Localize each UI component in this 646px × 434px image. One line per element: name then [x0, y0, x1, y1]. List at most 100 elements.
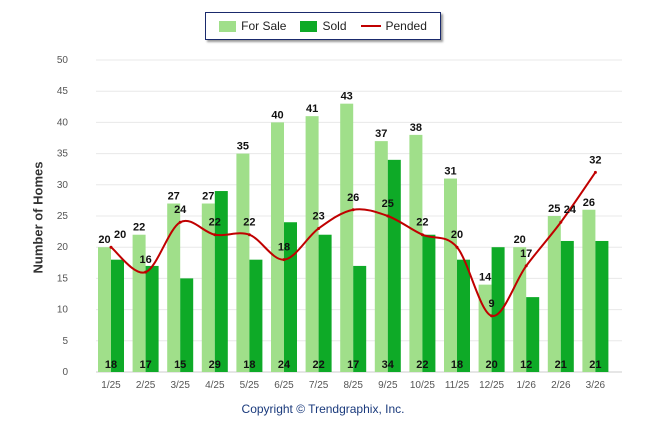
bar-sold [145, 265, 159, 372]
bar-sold [180, 278, 194, 372]
bar-for-sale [478, 284, 492, 372]
y-tick-label: 15 [57, 273, 69, 284]
y-tick-label: 35 [57, 149, 69, 160]
x-tick-label: 5/25 [240, 380, 260, 391]
data-label-pended: 17 [520, 248, 532, 260]
pended-point [213, 233, 217, 237]
pended-point [490, 314, 494, 318]
legend: For Sale Sold Pended [205, 12, 441, 40]
data-label-sold: 18 [105, 359, 117, 371]
y-axis-label: Number of Homes [30, 161, 46, 274]
legend-item-sold[interactable]: Sold [300, 19, 347, 33]
data-label-pended: 25 [382, 198, 394, 210]
bar-for-sale [201, 203, 215, 372]
data-label-sold: 24 [278, 359, 291, 371]
data-label-for-sale: 20 [514, 234, 526, 246]
pended-point [247, 233, 251, 237]
x-tick-label: 12/25 [479, 380, 504, 391]
data-label-pended: 22 [209, 217, 221, 229]
bar-for-sale [547, 216, 561, 372]
pended-point [524, 264, 528, 268]
y-tick-label: 50 [57, 55, 69, 66]
legend-item-for-sale[interactable]: For Sale [219, 19, 286, 33]
data-label-for-sale: 22 [133, 222, 145, 234]
data-label-for-sale: 14 [479, 272, 492, 284]
data-label-for-sale: 27 [168, 191, 180, 203]
bar-for-sale [236, 153, 250, 372]
data-label-sold: 12 [520, 359, 532, 371]
y-tick-label: 5 [62, 336, 68, 347]
data-label-sold: 18 [243, 359, 255, 371]
bar-for-sale [374, 141, 388, 372]
y-tick-label: 45 [57, 86, 69, 97]
data-label-pended: 22 [416, 217, 428, 229]
data-label-sold: 15 [174, 359, 186, 371]
data-label-pended: 23 [312, 210, 324, 222]
pended-point [178, 220, 182, 224]
pended-point [455, 245, 459, 249]
x-tick-label: 3/25 [170, 380, 190, 391]
x-tick-label: 4/25 [205, 380, 225, 391]
data-label-sold: 17 [347, 359, 359, 371]
pended-point [144, 270, 148, 274]
data-label-for-sale: 20 [98, 234, 110, 246]
data-label-pended: 9 [489, 298, 495, 310]
y-tick-label: 40 [57, 117, 69, 128]
bar-for-sale [444, 178, 457, 372]
bar-for-sale [340, 103, 354, 373]
bar-for-sale [271, 122, 284, 373]
bar-for-sale [132, 234, 146, 372]
pended-swatch [360, 25, 381, 27]
pended-point [420, 233, 424, 237]
bar-for-sale [513, 247, 527, 372]
bar-sold [214, 191, 228, 372]
x-tick-label: 10/25 [410, 380, 435, 391]
legend-item-pended[interactable]: Pended [360, 19, 427, 33]
data-label-for-sale: 35 [237, 141, 249, 153]
data-label-for-sale: 40 [271, 109, 283, 121]
x-tick-label: 1/26 [516, 380, 536, 391]
pended-point [386, 214, 390, 218]
y-tick-label: 10 [57, 305, 69, 316]
data-label-sold: 22 [416, 359, 428, 371]
data-label-sold: 21 [589, 359, 601, 371]
bar-sold [457, 259, 470, 372]
bar-sold [526, 297, 540, 372]
data-label-sold: 20 [485, 359, 497, 371]
data-label-pended: 26 [347, 192, 359, 204]
sold-swatch [300, 20, 318, 32]
data-label-pended: 32 [589, 154, 601, 166]
data-label-pended: 16 [139, 254, 151, 266]
legend-label: For Sale [241, 19, 287, 33]
x-tick-label: 7/25 [309, 380, 329, 391]
y-tick-label: 0 [62, 367, 68, 378]
bar-for-sale [409, 134, 423, 372]
bar-for-sale [167, 203, 181, 372]
bar-sold [111, 259, 124, 372]
pended-point [559, 220, 563, 224]
pended-point [351, 208, 355, 212]
bar-sold [387, 159, 401, 372]
y-tick-label: 30 [57, 180, 69, 191]
data-label-for-sale: 31 [444, 166, 456, 178]
data-label-for-sale: 25 [548, 203, 560, 215]
data-label-for-sale: 41 [306, 103, 318, 115]
bar-for-sale [305, 116, 319, 372]
bar-sold [318, 234, 332, 372]
x-tick-label: 2/26 [551, 380, 571, 391]
x-tick-label: 9/25 [378, 380, 398, 391]
x-tick-label: 3/26 [586, 380, 606, 391]
bar-sold [422, 234, 436, 372]
pended-point [317, 226, 321, 230]
bar-for-sale [582, 209, 596, 372]
data-label-for-sale: 26 [583, 197, 595, 209]
data-label-for-sale: 38 [410, 122, 422, 134]
data-label-sold: 17 [139, 359, 151, 371]
data-label-pended: 20 [451, 229, 463, 241]
data-label-for-sale: 37 [375, 128, 387, 140]
legend-label: Sold [322, 19, 347, 33]
pended-point [109, 245, 113, 249]
legend-label: Pended [385, 19, 427, 33]
data-label-pended: 18 [278, 242, 290, 254]
